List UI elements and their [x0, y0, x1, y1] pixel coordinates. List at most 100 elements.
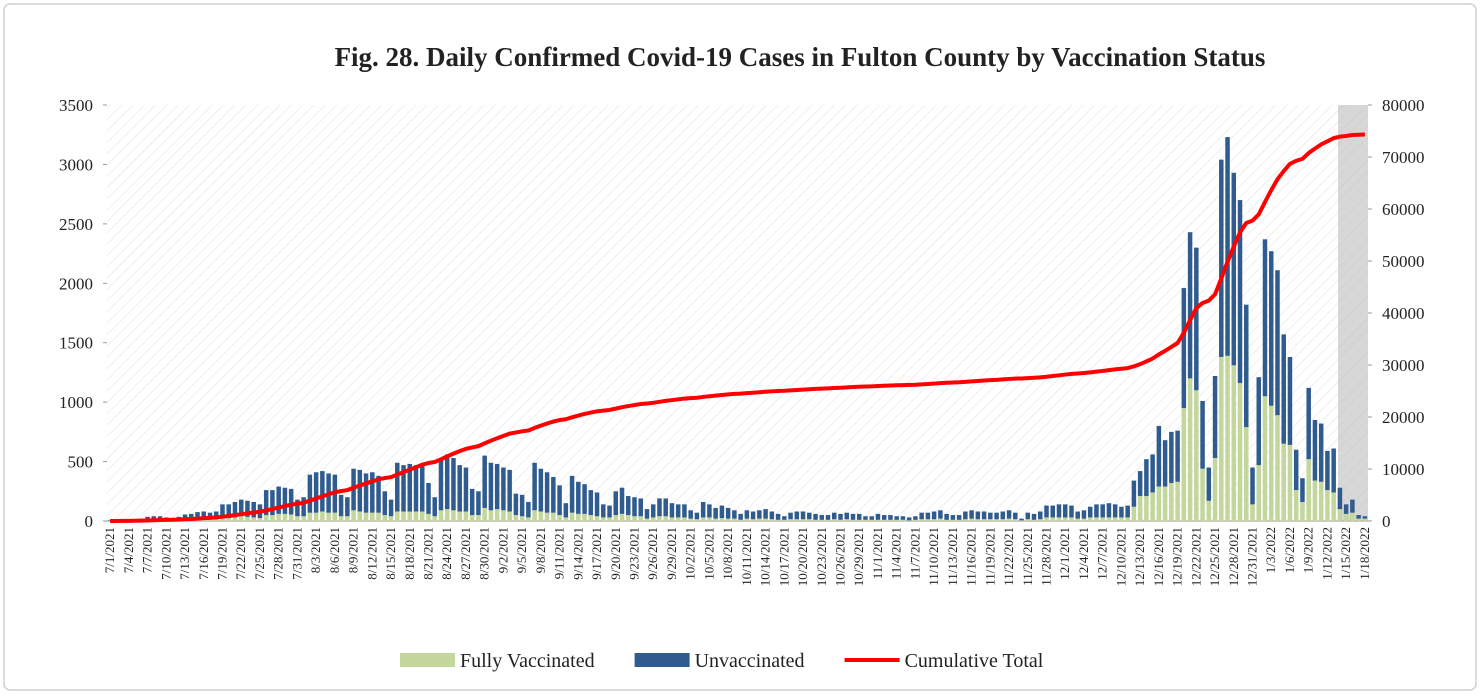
bar	[869, 516, 874, 520]
bar	[257, 518, 263, 521]
x-tick-label: 9/17/2021	[589, 527, 604, 580]
bar	[700, 517, 706, 521]
bar	[1306, 459, 1311, 521]
bar	[875, 519, 881, 521]
bar	[894, 519, 899, 521]
bar	[601, 517, 606, 521]
bar	[288, 514, 294, 521]
bar	[1300, 478, 1305, 502]
bar	[1156, 486, 1162, 521]
bar	[1256, 465, 1262, 521]
y2-tick-label: 30000	[1382, 356, 1425, 375]
bar	[1337, 487, 1343, 510]
bar	[1125, 505, 1130, 518]
bar	[1350, 512, 1355, 521]
bar	[588, 515, 594, 521]
bar	[338, 494, 344, 517]
bar	[444, 454, 450, 510]
bar	[963, 511, 968, 520]
bar	[395, 511, 400, 521]
bar	[913, 516, 918, 520]
bar	[1100, 517, 1105, 521]
x-tick-label: 9/29/2021	[664, 527, 679, 580]
bar	[1306, 387, 1311, 460]
bar	[1250, 504, 1255, 521]
bar	[569, 512, 575, 521]
bar	[913, 519, 918, 521]
bar	[376, 512, 381, 521]
bar	[526, 517, 531, 521]
bar	[782, 519, 787, 521]
bar	[420, 463, 425, 512]
x-tick-label: 7/22/2021	[233, 527, 248, 580]
bar	[944, 513, 949, 520]
x-tick-label: 11/1/2021	[870, 527, 885, 579]
bar	[738, 513, 743, 520]
bar	[1131, 480, 1137, 507]
bar	[1262, 396, 1268, 521]
bar	[757, 518, 762, 521]
x-tick-label: 9/5/2021	[514, 527, 529, 573]
bar	[1356, 515, 1361, 519]
bar	[1268, 405, 1274, 521]
bar	[707, 504, 712, 518]
bar	[850, 519, 856, 521]
bar	[813, 513, 818, 520]
x-tick-label: 11/10/2021	[926, 527, 941, 586]
bar	[1350, 499, 1355, 513]
bar	[345, 516, 350, 521]
bar	[532, 462, 537, 511]
bar	[382, 515, 388, 521]
x-tick-label: 9/8/2021	[533, 527, 548, 573]
bar	[313, 472, 319, 513]
bar	[794, 511, 800, 520]
bar	[894, 516, 899, 520]
bar	[757, 510, 762, 519]
bar	[538, 511, 544, 521]
bar	[1281, 443, 1286, 521]
bar	[295, 516, 300, 521]
x-tick-label: 7/31/2021	[289, 527, 304, 580]
x-tick-label: 7/7/2021	[140, 527, 155, 573]
bar	[307, 474, 313, 513]
bar	[694, 512, 700, 520]
x-tick-label: 7/1/2021	[102, 527, 117, 573]
bar	[1250, 467, 1255, 505]
bar	[950, 515, 956, 520]
bar	[613, 491, 619, 516]
bar	[744, 510, 750, 519]
bar	[1044, 517, 1049, 521]
bar	[657, 516, 662, 521]
bar	[644, 518, 650, 521]
y-tick-label: 3500	[59, 96, 93, 115]
bar	[1031, 513, 1037, 520]
bar	[507, 469, 512, 512]
bar	[881, 515, 887, 520]
bar	[544, 512, 550, 521]
bar	[1225, 355, 1230, 521]
bar	[682, 504, 687, 518]
x-tick-label: 1/6/2022	[1282, 527, 1297, 573]
x-tick-label: 10/26/2021	[833, 527, 848, 586]
bar	[1081, 518, 1087, 521]
bar	[1013, 519, 1018, 521]
x-tick-label: 11/28/2021	[1039, 527, 1054, 586]
bar	[407, 463, 413, 512]
bar	[663, 498, 668, 517]
bar	[763, 518, 768, 521]
bar	[763, 509, 768, 519]
bar	[963, 519, 968, 521]
x-tick-label: 10/14/2021	[758, 527, 773, 586]
bar	[1293, 449, 1299, 491]
bar	[994, 512, 999, 520]
bar	[307, 512, 313, 521]
x-tick-label: 8/18/2021	[402, 527, 417, 580]
bar	[1162, 486, 1168, 521]
bar	[482, 455, 487, 508]
bar	[469, 515, 475, 521]
x-tick-label: 11/7/2021	[907, 527, 922, 579]
bar	[1318, 481, 1324, 521]
bar	[819, 519, 825, 521]
bar	[988, 519, 993, 521]
